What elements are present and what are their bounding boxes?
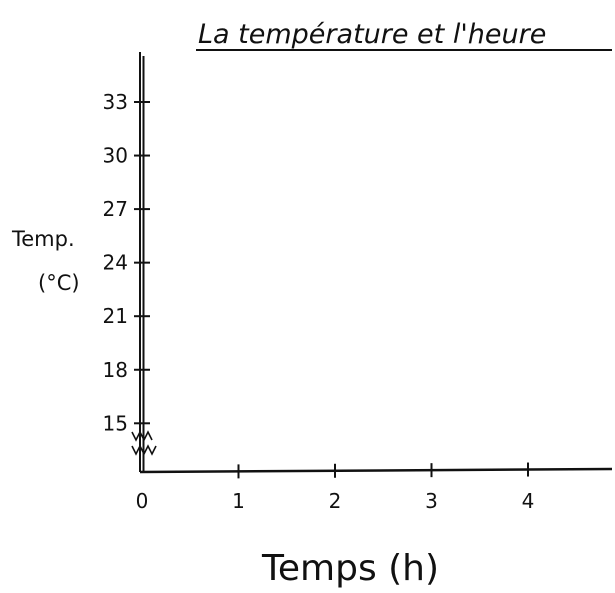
x-axis-label: Temps (h) xyxy=(261,548,439,589)
y-axis-label: Temp. (°C) xyxy=(11,227,80,295)
y-axis-label-line1: Temp. xyxy=(11,227,75,251)
y-tick-label-24: 24 xyxy=(103,251,128,275)
y-axis-label-line2: (°C) xyxy=(38,271,80,295)
axes xyxy=(131,52,613,474)
y-tick-label-21: 21 xyxy=(103,304,128,328)
y-tick-label-18: 18 xyxy=(103,358,128,382)
y-tick-label-15: 15 xyxy=(103,411,128,435)
x-ticks: 0 1 2 3 4 xyxy=(136,462,535,513)
x-axis-line xyxy=(139,467,613,474)
x-tick-label-4: 4 xyxy=(522,489,535,513)
x-tick-label-3: 3 xyxy=(425,489,438,513)
x-tick-label-0: 0 xyxy=(136,489,149,513)
x-tick-label-2: 2 xyxy=(329,489,342,513)
y-ticks: 15 18 21 24 27 30 33 xyxy=(103,90,150,435)
y-tick-label-27: 27 xyxy=(103,197,128,221)
chart-title-group: La température et l'heure xyxy=(196,19,612,51)
axis-break-mark xyxy=(131,444,157,456)
x-tick-label-1: 1 xyxy=(232,489,245,513)
axis-break-mark xyxy=(131,430,153,442)
y-tick-label-30: 30 xyxy=(103,144,128,168)
chart-title: La température et l'heure xyxy=(198,19,546,50)
y-tick-label-33: 33 xyxy=(103,90,128,114)
